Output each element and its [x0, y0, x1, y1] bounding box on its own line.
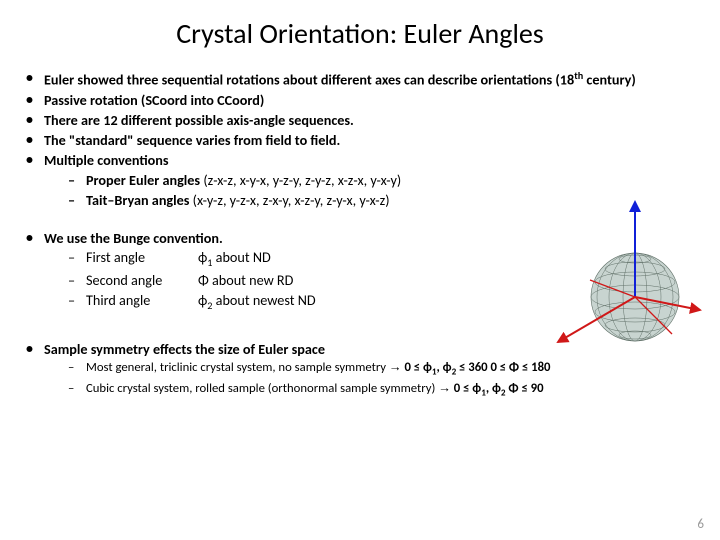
arrow-icon: → — [389, 360, 402, 374]
label-third: Third angle — [86, 291, 198, 310]
label-first: First angle — [86, 248, 198, 267]
about-newest-nd: about newest ND — [212, 291, 315, 309]
euler-sphere-figure — [540, 192, 704, 356]
cubic-text: Cubic crystal system, rolled sample (ort… — [86, 381, 438, 396]
about-nd: about ND — [212, 248, 270, 266]
bullet-bunge: We use the Bunge convention. First angle… — [22, 229, 482, 313]
sym-phi: ϕ — [198, 248, 207, 266]
superscript-th: th — [574, 69, 583, 82]
label-second: Second angle — [86, 271, 198, 290]
range-b: , ϕ — [437, 360, 452, 375]
sub-tait: Tait–Bryan angles (x-y-z, y-z-x, z-x-y, … — [66, 191, 522, 210]
bullet-text-tail: century) — [583, 71, 636, 89]
bullet-text: Multiple conventions — [44, 151, 169, 169]
bullet-conventions: Multiple conventions Proper Euler angles… — [22, 151, 522, 210]
range-f: Φ ≤ 90 — [506, 381, 544, 396]
range-c: ≤ 360 0 ≤ Φ ≤ 180 — [456, 360, 550, 375]
sub-second-angle: Second angleΦ about new RD — [66, 271, 482, 290]
sub-third-angle: Third angleϕ2 about newest ND — [66, 291, 482, 313]
label-proper: Proper Euler angles — [86, 171, 200, 189]
bullet-text: We use the Bunge convention. — [44, 229, 223, 247]
page-number: 6 — [697, 517, 704, 532]
triclinic-text: Most general, triclinic crystal system, … — [86, 360, 389, 375]
seq-tait: (x-y-z, y-z-x, z-x-y, x-z-y, z-y-x, y-x-… — [189, 191, 389, 209]
bullet-euler-intro: Euler showed three sequential rotations … — [22, 69, 712, 90]
sub-first-angle: First angleϕ1 about ND — [66, 248, 482, 270]
sym-phi2: ϕ — [198, 291, 207, 309]
about-new-rd: Φ about new RD — [198, 271, 293, 289]
seq-proper: (z-x-z, x-y-x, y-z-y, z-y-z, x-z-x, y-x-… — [200, 171, 401, 189]
range-d: 0 ≤ ϕ — [451, 381, 481, 396]
bullet-passive: Passive rotation (SCoord into CCoord) — [22, 91, 710, 110]
bullet-text: Euler showed three sequential rotations … — [44, 71, 574, 89]
sub-triclinic: Most general, triclinic crystal system, … — [66, 359, 710, 379]
bullet-text: Sample symmetry effects the size of Eule… — [44, 340, 325, 358]
bullet-standard: The "standard" sequence varies from fiel… — [22, 131, 710, 150]
sub-cubic: Cubic crystal system, rolled sample (ort… — [66, 380, 710, 400]
range-e: , ϕ — [486, 381, 501, 396]
page-title: Crystal Orientation: Euler Angles — [0, 0, 720, 69]
arrow-icon: → — [438, 381, 451, 395]
range-a: 0 ≤ ϕ — [402, 360, 432, 375]
label-tait: Tait–Bryan angles — [86, 191, 189, 209]
bullet-twelve: There are 12 different possible axis-ang… — [22, 111, 710, 130]
sub-proper: Proper Euler angles (z-x-z, x-y-x, y-z-y… — [66, 171, 522, 190]
